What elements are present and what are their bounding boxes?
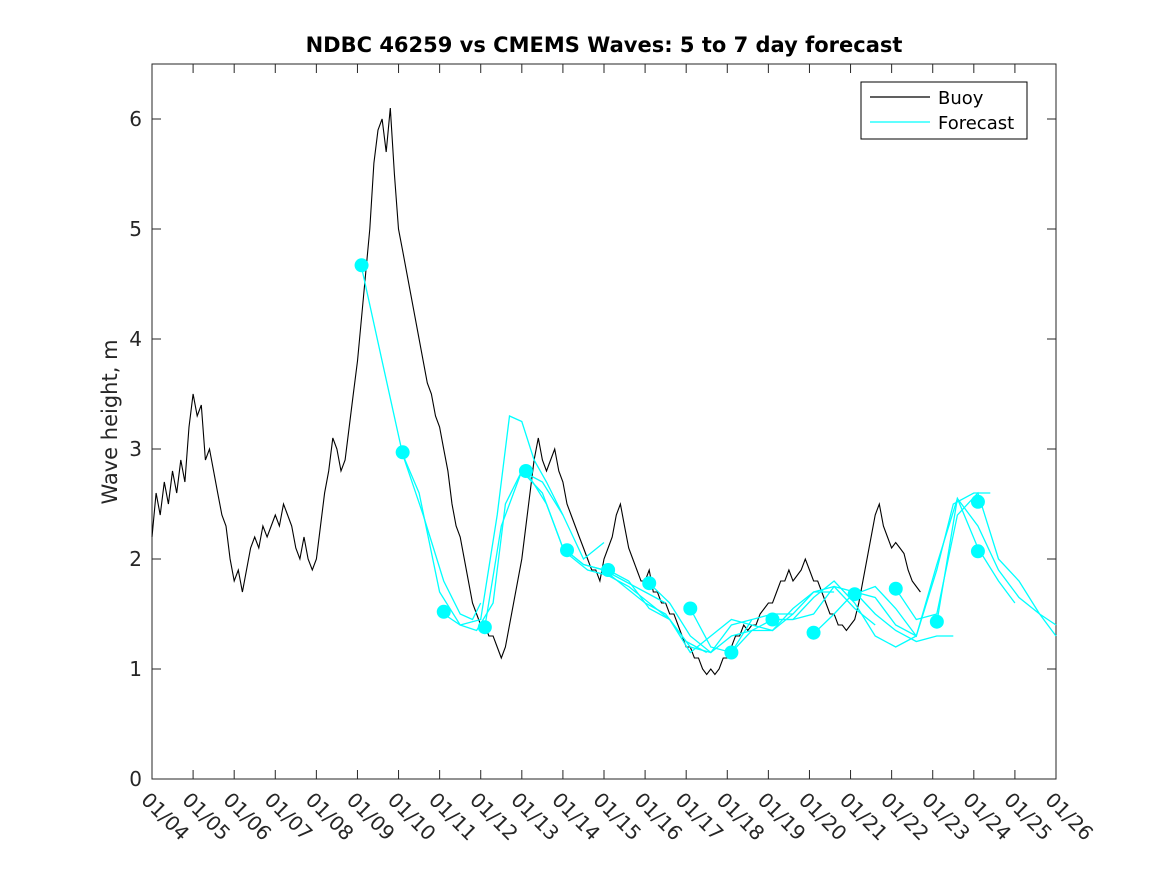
forecast-marker [847, 587, 862, 602]
forecast-marker [806, 625, 821, 640]
plot-area: 012345601/0401/0501/0601/0701/0801/0901/… [129, 63, 1098, 846]
legend-box [860, 81, 1028, 140]
forecast-marker [395, 445, 410, 460]
forecast-marker [929, 614, 944, 629]
forecast-series-line [566, 552, 753, 654]
forecast-marker [518, 464, 533, 478]
y-tick-label: 3 [129, 437, 142, 461]
forecast-series-line [895, 491, 1057, 637]
forecast-marker [642, 576, 657, 591]
forecast-marker [560, 543, 575, 558]
y-tick-label: 1 [129, 657, 142, 681]
forecast-marker [683, 601, 698, 616]
chart-title: NDBC 46259 vs CMEMS Waves: 5 to 7 day fo… [306, 33, 903, 57]
forecast-series-line [730, 580, 917, 653]
forecast-marker [970, 544, 985, 559]
forecast-series-line [689, 585, 876, 654]
forecast-marker [970, 494, 985, 509]
forecast-series-line [936, 496, 1057, 626]
y-tick-label: 2 [129, 547, 142, 571]
forecast-series-line [402, 415, 564, 626]
axes-box [151, 63, 1057, 780]
forecast-marker [477, 620, 492, 635]
forecast-marker [436, 604, 451, 619]
x-tick-label: 01/26 [1040, 788, 1098, 846]
forecast-series-line [854, 496, 1016, 638]
buoy-series-line [151, 107, 921, 676]
forecast-series-line [648, 582, 835, 654]
forecast-marker [354, 258, 369, 273]
y-tick-label: 4 [129, 327, 142, 351]
legend-forecast-label: Forecast [938, 113, 1014, 134]
y-tick-label: 5 [129, 217, 142, 241]
forecast-series-line [813, 492, 991, 637]
forecast-series-line [360, 267, 482, 621]
forecast-marker [724, 645, 739, 660]
legend-buoy-label: Buoy [938, 88, 984, 109]
forecast-series-line [772, 585, 954, 643]
forecast-series-line [443, 470, 605, 632]
y-tick-label: 0 [129, 767, 142, 791]
forecast-marker [601, 563, 616, 577]
forecast-marker [888, 581, 903, 596]
y-tick-label: 6 [129, 107, 142, 131]
legend: Buoy Forecast [860, 81, 1028, 140]
forecast-marker [765, 612, 780, 627]
y-axis-label: Wave height, m [98, 339, 122, 504]
